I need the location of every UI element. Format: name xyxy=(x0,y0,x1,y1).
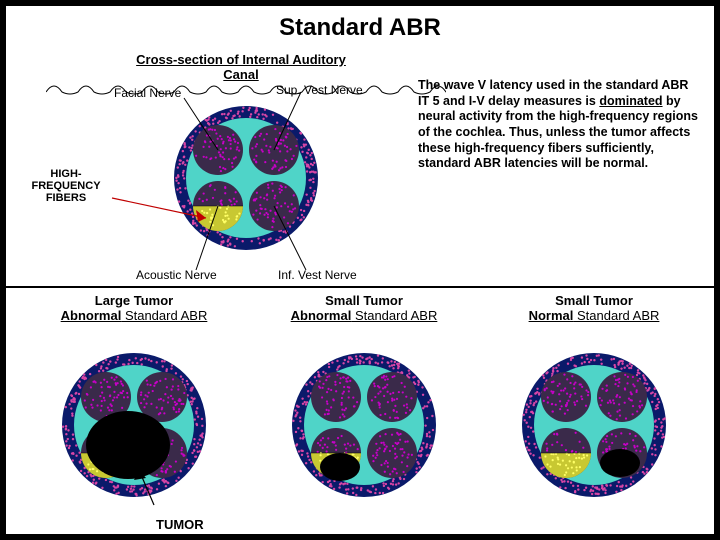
col2-line2b: Standard ABR xyxy=(573,308,659,323)
bottom-col-2: Small Tumor Normal Standard ABR xyxy=(484,294,704,515)
explanation-text: The wave V latency used in the standard … xyxy=(418,78,700,172)
diagram-small-tumor-hf xyxy=(274,330,454,510)
bottom-panel: Large Tumor Abnormal Standard ABR Small … xyxy=(6,288,714,540)
col-title-2: Small Tumor Normal Standard ABR xyxy=(484,294,704,324)
tumor-label: TUMOR xyxy=(156,517,204,532)
col0-line2a: Abnormal xyxy=(61,308,122,323)
col-title-1: Small Tumor Abnormal Standard ABR xyxy=(254,294,474,324)
col2-line1: Small Tumor xyxy=(555,293,633,308)
col1-line1: Small Tumor xyxy=(325,293,403,308)
col2-line2a: Normal xyxy=(529,308,574,323)
col1-line2a: Abnormal xyxy=(291,308,352,323)
slide-title: Standard ABR xyxy=(6,6,714,48)
col0-line1: Large Tumor xyxy=(95,293,174,308)
explain-dominated: dominated xyxy=(599,94,662,108)
bottom-col-1: Small Tumor Abnormal Standard ABR xyxy=(254,294,474,515)
col0-line2b: Standard ABR xyxy=(121,308,207,323)
slide-frame: Standard ABR Cross-section of Internal A… xyxy=(0,0,720,540)
upper-panel: Cross-section of Internal Auditory Canal… xyxy=(6,48,714,288)
col-title-0: Large Tumor Abnormal Standard ABR xyxy=(24,294,244,324)
bottom-col-0: Large Tumor Abnormal Standard ABR xyxy=(24,294,244,515)
col1-line2b: Standard ABR xyxy=(351,308,437,323)
diagram-large-tumor xyxy=(44,330,224,510)
main-cross-section-diagram xyxy=(46,48,446,288)
diagram-small-tumor-low xyxy=(504,330,684,510)
